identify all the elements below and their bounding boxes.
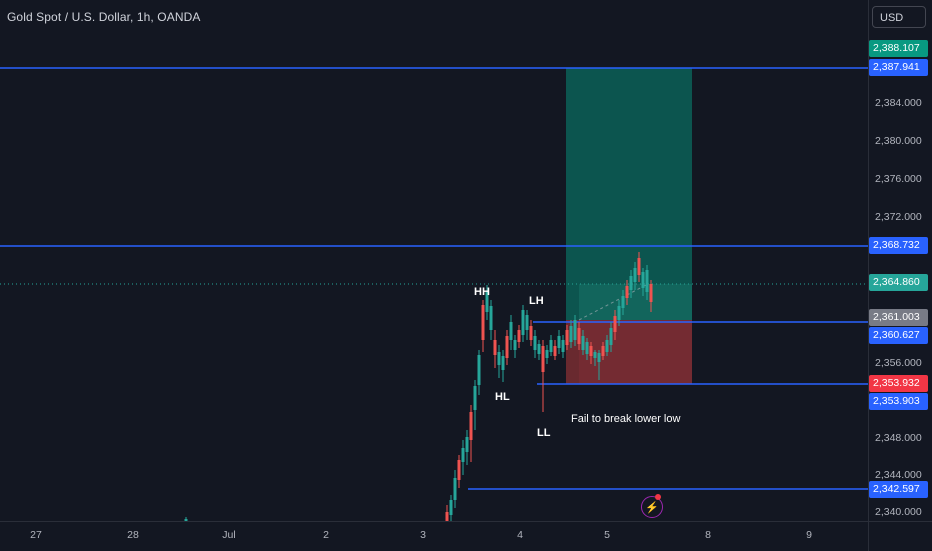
candle[interactable]: [485, 292, 489, 312]
candle[interactable]: [553, 346, 557, 356]
candle[interactable]: [493, 340, 497, 355]
symbol-title[interactable]: Gold Spot / U.S. Dollar, 1h, OANDA: [7, 10, 201, 24]
candle[interactable]: [629, 276, 633, 290]
candle[interactable]: [545, 350, 549, 358]
candle[interactable]: [469, 412, 473, 440]
candle[interactable]: [617, 306, 621, 320]
candle[interactable]: [509, 322, 513, 340]
price-tick: 2,356.000: [875, 357, 922, 369]
candle[interactable]: [641, 272, 645, 288]
candle[interactable]: [637, 258, 641, 275]
scale-corner: [868, 521, 932, 551]
label-ll: LL: [537, 427, 551, 439]
price-tick: 2,380.000: [875, 135, 922, 147]
candle[interactable]: [473, 386, 477, 410]
time-scale[interactable]: [0, 521, 868, 551]
candle[interactable]: [537, 344, 541, 354]
candle[interactable]: [573, 320, 577, 340]
candle[interactable]: [589, 346, 593, 356]
candle[interactable]: [549, 340, 553, 352]
price-chart[interactable]: HH LH HL LL Fail to break lower low: [0, 0, 868, 521]
price-tick: 2,340.000: [875, 506, 922, 518]
label-hl: HL: [495, 391, 510, 403]
time-label: 8: [705, 529, 711, 541]
label-lh: LH: [529, 295, 544, 307]
label-hh: HH: [474, 286, 490, 298]
candle[interactable]: [477, 355, 481, 385]
level-bottom-badge: 2,342.597: [869, 481, 928, 498]
candle[interactable]: [577, 328, 581, 344]
time-label: 4: [517, 529, 523, 541]
candle[interactable]: [184, 519, 188, 521]
chart-pane[interactable]: HH LH HL LL Fail to break lower low Gold…: [0, 0, 868, 521]
price-tick: 2,376.000: [875, 173, 922, 185]
candle[interactable]: [585, 342, 589, 354]
time-label: 2: [323, 529, 329, 541]
candle[interactable]: [593, 352, 597, 358]
candle[interactable]: [565, 330, 569, 345]
price-tick: 2,348.000: [875, 432, 922, 444]
time-label: 28: [127, 529, 139, 541]
candle[interactable]: [505, 336, 509, 358]
lightning-bolt-icon[interactable]: ⚡: [641, 496, 663, 518]
candle[interactable]: [605, 340, 609, 352]
candle[interactable]: [601, 346, 605, 356]
price-tick: 2,372.000: [875, 211, 922, 223]
position-dashed-line: [578, 283, 649, 321]
label-note: Fail to break lower low: [571, 413, 680, 425]
candle[interactable]: [517, 330, 521, 342]
candle[interactable]: [453, 478, 457, 500]
candle[interactable]: [449, 500, 453, 515]
entry-price-badge: 2,361.003: [869, 309, 928, 326]
time-label: 27: [30, 529, 42, 541]
candle[interactable]: [461, 448, 465, 462]
candle[interactable]: [625, 286, 629, 298]
candle[interactable]: [613, 316, 617, 332]
time-label: Jul: [222, 529, 236, 541]
candle[interactable]: [481, 305, 485, 340]
candle[interactable]: [609, 328, 613, 345]
candle[interactable]: [649, 284, 653, 302]
time-label: 3: [420, 529, 426, 541]
candle[interactable]: [645, 270, 649, 292]
level-stop-badge: 2,353.903: [869, 393, 928, 410]
time-label: 9: [806, 529, 812, 541]
candle[interactable]: [501, 356, 505, 370]
candle[interactable]: [497, 352, 501, 365]
candle[interactable]: [521, 310, 525, 335]
alert-dot-icon: [655, 494, 661, 500]
candle[interactable]: [445, 512, 449, 521]
candle[interactable]: [633, 268, 637, 282]
candle[interactable]: [533, 336, 537, 350]
currency-button[interactable]: USD: [872, 6, 926, 28]
price-scale[interactable]: [868, 0, 932, 521]
candle[interactable]: [489, 306, 493, 330]
level-mid-badge: 2,368.732: [869, 237, 928, 254]
stop-price-badge: 2,353.932: [869, 375, 928, 392]
candle[interactable]: [557, 336, 561, 348]
candle[interactable]: [457, 460, 461, 480]
candle[interactable]: [561, 340, 565, 352]
candle[interactable]: [529, 326, 533, 340]
level-entry-badge: 2,360.627: [869, 327, 928, 344]
price-tick: 2,344.000: [875, 469, 922, 481]
candle[interactable]: [569, 326, 573, 342]
candle[interactable]: [581, 336, 585, 350]
candle[interactable]: [465, 437, 469, 452]
last-price-badge: 2,364.860: [869, 274, 928, 291]
target-price-badge: 2,388.107: [869, 40, 928, 57]
candle[interactable]: [513, 340, 517, 350]
price-tick: 2,384.000: [875, 97, 922, 109]
time-label: 5: [604, 529, 610, 541]
profit-zone[interactable]: [566, 68, 692, 320]
candle[interactable]: [597, 353, 601, 362]
candle[interactable]: [621, 296, 625, 308]
level-top-badge: 2,387.941: [869, 59, 928, 76]
candle[interactable]: [525, 315, 529, 330]
candles-group[interactable]: [184, 252, 653, 521]
loss-current-zone: [579, 320, 692, 384]
candle[interactable]: [541, 346, 545, 372]
